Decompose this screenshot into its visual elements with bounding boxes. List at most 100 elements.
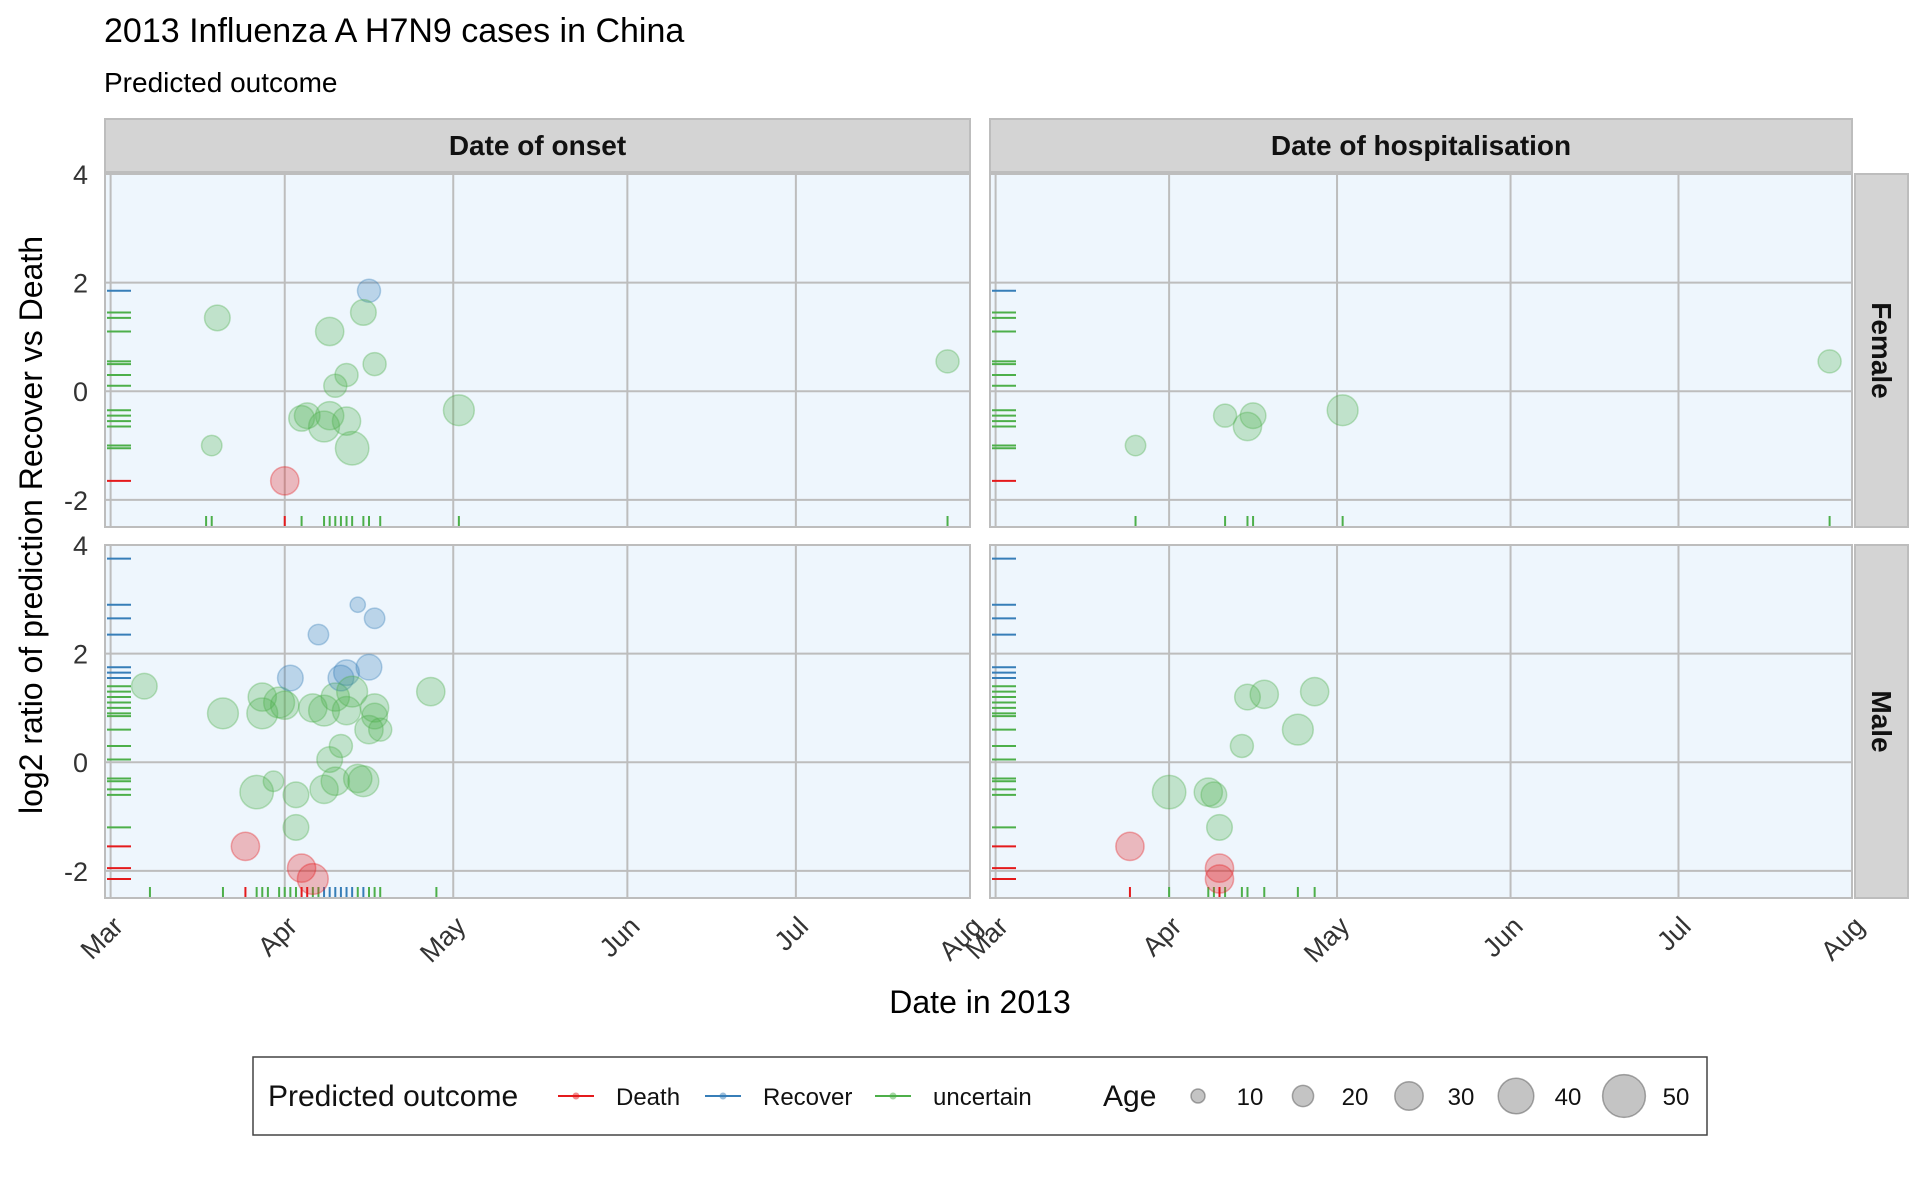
panel-border xyxy=(104,544,971,899)
data-point xyxy=(362,351,387,377)
data-point xyxy=(1239,402,1267,430)
data-point xyxy=(282,781,310,809)
data-point xyxy=(342,763,373,794)
data-points xyxy=(130,596,446,896)
legend-label: Death xyxy=(616,1084,680,1111)
legend-size-label: 30 xyxy=(1448,1084,1475,1111)
panel-background xyxy=(105,545,970,898)
x-axis-label: Date in 2013 xyxy=(889,984,1070,1020)
legend-size-circle xyxy=(1190,1088,1206,1104)
panel-background xyxy=(990,545,1852,898)
facet-strip-bg xyxy=(104,118,971,173)
data-point xyxy=(1212,403,1238,428)
y-tick-label: -2 xyxy=(64,857,88,887)
rug-marks xyxy=(107,557,438,898)
x-tick-label: Aug xyxy=(1815,911,1870,966)
data-point xyxy=(276,664,304,692)
legend-key-dot xyxy=(719,1092,727,1100)
data-point xyxy=(334,430,370,466)
x-tick-label: Mar xyxy=(75,911,129,965)
panel-1-0 xyxy=(989,173,1853,528)
data-point xyxy=(296,862,329,896)
data-point xyxy=(1299,676,1330,707)
x-tick-label: Jun xyxy=(1477,911,1529,963)
chart-title: 2013 Influenza A H7N9 cases in China xyxy=(104,12,684,50)
x-tick-label: Apr xyxy=(1136,911,1187,962)
facet-strip-male: Male xyxy=(1854,544,1909,899)
y-tick-label: 0 xyxy=(73,377,88,407)
x-tick-label: Jul xyxy=(1651,911,1697,957)
y-tick-label: 0 xyxy=(73,748,88,778)
data-point xyxy=(349,298,377,327)
data-point xyxy=(1115,831,1145,862)
legend-size-item: 50 xyxy=(1601,1073,1690,1119)
data-point xyxy=(307,410,341,443)
facet-strip-bg xyxy=(1854,173,1909,528)
data-point xyxy=(363,607,386,630)
y-axis-label: log2 ratio of prediction Recover vs Deat… xyxy=(13,236,49,814)
legend-size-item: 40 xyxy=(1497,1077,1582,1115)
legend-size-label: 40 xyxy=(1555,1084,1582,1111)
data-point xyxy=(1205,813,1234,841)
x-tick-label: Apr xyxy=(252,911,303,962)
data-point xyxy=(230,831,261,862)
data-point xyxy=(286,853,317,883)
data-point xyxy=(1204,864,1235,894)
data-point xyxy=(334,362,359,388)
y-tick-label: 2 xyxy=(73,269,88,299)
facet-strip-date-of-onset: Date of onset xyxy=(104,118,971,173)
data-point xyxy=(355,653,383,681)
data-point xyxy=(442,394,476,427)
data-point xyxy=(269,690,300,721)
data-point xyxy=(314,316,345,347)
legend-size-circle xyxy=(1394,1081,1424,1111)
facet-strip-label: Male xyxy=(1866,690,1897,752)
legend-size-item: 10 xyxy=(1190,1084,1264,1111)
y-tick-label: 2 xyxy=(73,640,88,670)
panels-layer: Date of onset Date of hospitalisation Fema… xyxy=(64,118,1909,969)
legend-size-item: 20 xyxy=(1291,1084,1368,1111)
data-point xyxy=(1249,679,1280,710)
legend: Predicted outcome Death Recover uncertain Ag… xyxy=(252,1056,1708,1136)
data-point xyxy=(332,659,361,687)
data-point xyxy=(331,695,362,726)
facet-strip-bg xyxy=(989,118,1853,173)
legend-size-label: 50 xyxy=(1663,1084,1690,1111)
data-points xyxy=(1124,349,1842,457)
data-point xyxy=(206,697,240,730)
data-point xyxy=(1229,733,1255,759)
data-point xyxy=(247,682,278,712)
legend-key-dot xyxy=(889,1092,897,1100)
panel-0-0: 4 2 0 -2 xyxy=(64,160,971,528)
data-points xyxy=(200,278,960,496)
legend-size-label: 10 xyxy=(1237,1084,1264,1111)
data-point xyxy=(354,714,384,745)
data-point xyxy=(323,373,348,399)
data-point xyxy=(1124,434,1147,457)
rug-marks xyxy=(992,289,1831,527)
data-point xyxy=(415,676,446,707)
data-point xyxy=(239,774,275,810)
data-point xyxy=(356,278,382,304)
legend-item-recover: Recover xyxy=(705,1084,852,1111)
x-tick-label: May xyxy=(1298,911,1356,969)
data-point xyxy=(288,404,316,432)
facet-strip-bg xyxy=(1854,544,1909,899)
data-point xyxy=(1193,777,1224,807)
data-point xyxy=(1232,411,1263,442)
panel-background xyxy=(990,174,1852,527)
legend-size-item: 30 xyxy=(1394,1081,1475,1111)
legend-item-uncertain: uncertain xyxy=(875,1084,1032,1111)
y-tick-label: -2 xyxy=(64,486,88,516)
data-point xyxy=(335,675,369,708)
facet-strip-label: Female xyxy=(1866,302,1897,399)
legend-item-death: Death xyxy=(558,1084,680,1111)
facet-strip-label: Date of hospitalisation xyxy=(1271,130,1571,161)
data-point xyxy=(203,304,231,332)
data-point xyxy=(367,717,393,742)
legend-box xyxy=(252,1056,1708,1136)
data-point xyxy=(328,733,354,759)
y-tick-label: 4 xyxy=(73,531,88,561)
chart-subtitle: Predicted outcome xyxy=(104,67,337,98)
